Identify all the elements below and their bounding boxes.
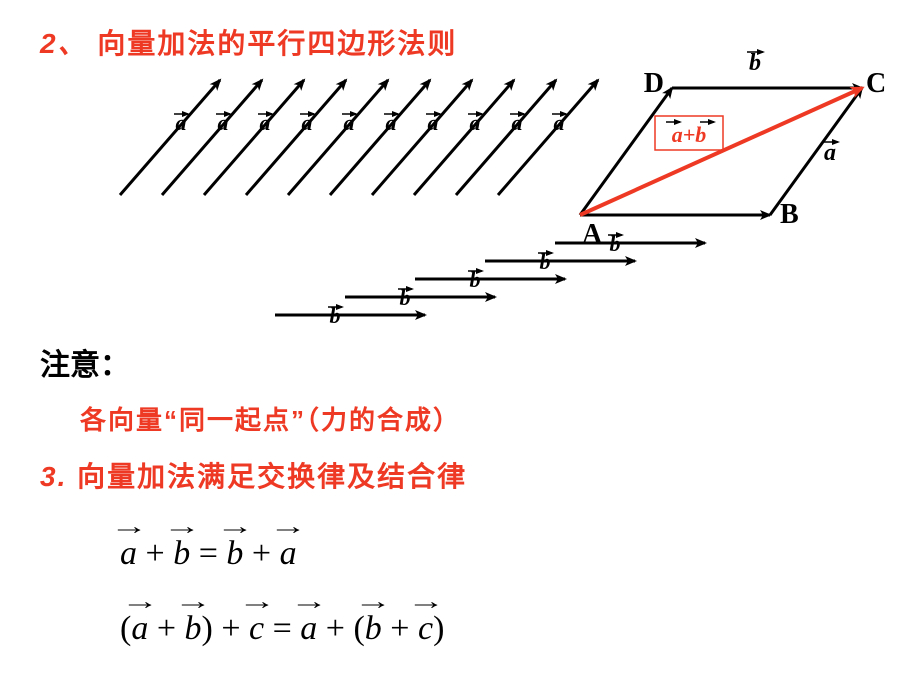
svg-text:b: b <box>540 249 551 274</box>
equation-commutative: a + b = b + a <box>120 535 297 573</box>
svg-text:a: a <box>824 140 836 166</box>
svg-text:b: b <box>470 267 481 292</box>
equation-associative: (a + b) + c = a + (b + c) <box>120 610 444 648</box>
svg-text:b: b <box>610 231 621 256</box>
svg-text:B: B <box>780 199 799 230</box>
heading-3-num: 3. <box>40 461 67 492</box>
parallelogram: A B C Db a a+b <box>580 50 886 250</box>
vector-diagram: a a a a a a a a a a b b b b b A B C Db a a+b <box>0 0 920 360</box>
svg-text:C: C <box>866 68 886 99</box>
svg-text:a+b: a+b <box>672 122 707 147</box>
svg-text:A: A <box>582 219 603 250</box>
svg-text:a: a <box>260 110 271 135</box>
note-text: 各向量“同一起点”（力的合成） <box>80 400 461 437</box>
svg-text:a: a <box>302 110 313 135</box>
svg-text:b: b <box>400 285 411 310</box>
heading-3: 3. 向量加法满足交换律及结合律 <box>40 455 467 495</box>
svg-text:a: a <box>386 110 397 135</box>
svg-text:a: a <box>218 110 229 135</box>
svg-text:a: a <box>554 110 565 135</box>
svg-text:a: a <box>512 110 523 135</box>
svg-text:a: a <box>176 110 187 135</box>
svg-text:a: a <box>470 110 481 135</box>
svg-text:b: b <box>749 50 761 76</box>
svg-text:D: D <box>644 68 664 99</box>
b-label-group: b b b b b <box>328 231 622 328</box>
svg-text:a: a <box>428 110 439 135</box>
heading-3-text: 向量加法满足交换律及结合律 <box>77 461 467 492</box>
a-vector-group <box>120 80 598 195</box>
svg-text:a: a <box>344 110 355 135</box>
note-label: 注意： <box>40 340 130 384</box>
svg-text:b: b <box>330 303 341 328</box>
